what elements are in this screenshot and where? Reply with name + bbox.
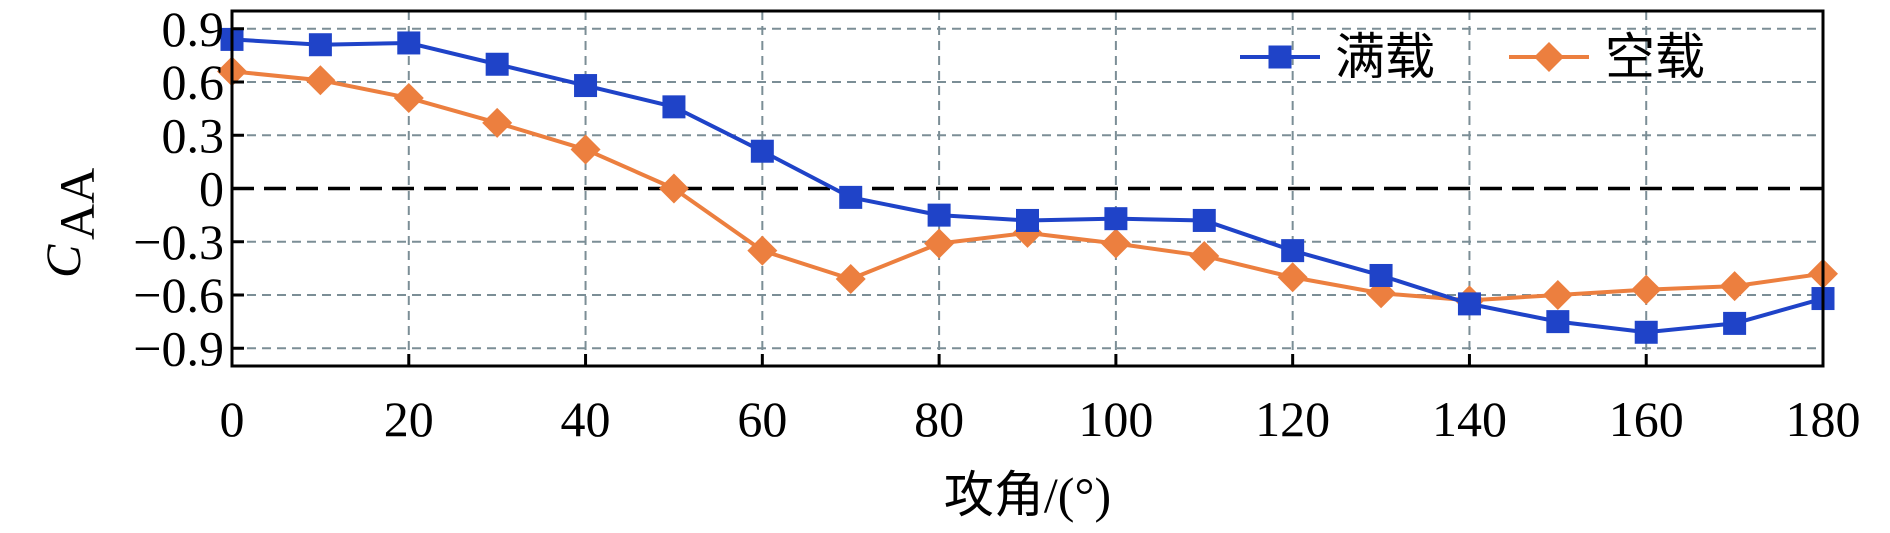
data-point xyxy=(1104,207,1128,231)
series-line xyxy=(231,69,1824,303)
y-tick-label: 0.9 xyxy=(162,1,225,57)
tick-labels: 0 20 40 60 80 100 120 140 160 1800.90.60.30−0.3−0… xyxy=(133,1,1860,447)
x-tick-label: 120 xyxy=(1255,391,1330,447)
ticks xyxy=(230,27,1825,366)
data-point xyxy=(485,52,509,76)
y-axis-title: C AA xyxy=(35,168,105,278)
y-tick-label: −0.6 xyxy=(133,267,224,323)
data-point xyxy=(570,134,601,165)
data-point xyxy=(482,107,513,138)
y-axis-title-main: C xyxy=(35,244,91,278)
data-point xyxy=(1192,208,1216,232)
x-axis-title: 攻角/(°) xyxy=(944,467,1111,523)
x-tick-label: 160 xyxy=(1609,391,1684,447)
legend: 满载 空载 xyxy=(1240,29,1705,85)
x-tick-label: 0 xyxy=(220,391,245,447)
data-point xyxy=(574,74,598,98)
data-point xyxy=(750,139,774,163)
x-tick-label: 100 xyxy=(1078,391,1153,447)
data-point xyxy=(1723,311,1747,335)
data-point xyxy=(393,82,424,113)
data-point xyxy=(747,235,778,266)
data-point xyxy=(1369,263,1393,287)
data-point xyxy=(924,228,955,259)
legend-item: 满载 xyxy=(1240,29,1435,85)
x-tick-label: 20 xyxy=(384,391,434,447)
x-tick-label: 40 xyxy=(561,391,611,447)
data-point xyxy=(1546,310,1570,334)
legend-label: 满载 xyxy=(1335,29,1435,85)
legend-marker xyxy=(1534,42,1564,72)
x-tick-label: 180 xyxy=(1786,391,1861,447)
y-tick-label: −0.9 xyxy=(133,320,224,376)
legend-item: 空载 xyxy=(1509,29,1705,85)
legend-label: 空载 xyxy=(1605,29,1705,85)
y-tick-label: 0.3 xyxy=(162,107,225,163)
data-point xyxy=(658,173,689,204)
series-square xyxy=(220,27,1835,344)
x-tick-label: 60 xyxy=(737,391,787,447)
data-point xyxy=(1281,239,1305,263)
data-point xyxy=(927,203,951,227)
y-tick-label: −0.3 xyxy=(133,214,224,270)
y-tick-label: 0 xyxy=(199,161,224,217)
series-layer xyxy=(217,27,1838,344)
y-axis-title-subscript: AA xyxy=(49,168,105,240)
data-point xyxy=(308,33,332,57)
data-point xyxy=(1719,271,1750,302)
data-point xyxy=(1631,274,1662,305)
data-point xyxy=(835,264,866,295)
series-line xyxy=(231,37,1824,335)
data-point xyxy=(1100,228,1131,259)
data-point xyxy=(305,65,336,96)
data-point xyxy=(839,185,863,209)
x-tick-label: 80 xyxy=(914,391,964,447)
data-point xyxy=(1634,320,1658,344)
data-point xyxy=(1189,240,1220,271)
data-point xyxy=(1457,292,1481,316)
data-point xyxy=(1542,280,1573,310)
series-diamond xyxy=(217,56,1838,316)
data-point xyxy=(1277,262,1308,293)
data-point xyxy=(662,95,686,119)
data-point xyxy=(1016,208,1039,232)
y-tick-label: 0.6 xyxy=(162,54,225,110)
data-point xyxy=(397,31,421,55)
x-tick-label: 140 xyxy=(1432,391,1507,447)
legend-marker xyxy=(1268,45,1292,69)
